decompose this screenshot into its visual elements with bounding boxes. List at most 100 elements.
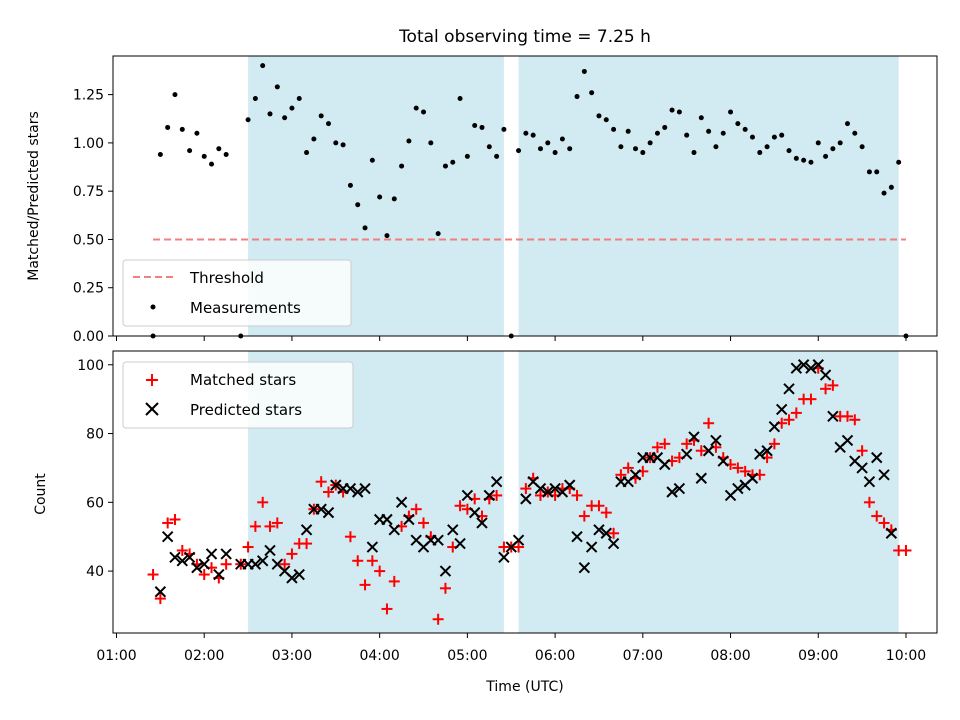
matched-star-point [659, 438, 671, 450]
x-tick-label: 06:00 [535, 648, 575, 664]
predicted-star-point [746, 472, 759, 484]
predicted-star-point [264, 544, 276, 557]
measurement-points [150, 63, 909, 339]
measurement-point [676, 109, 682, 115]
matched-star-point [571, 489, 583, 501]
predicted-star-point [154, 586, 167, 598]
matched-star-point [703, 417, 715, 429]
matched-star-point [359, 579, 371, 591]
measurement-point [669, 107, 675, 113]
x-tick-label: 03:00 [272, 648, 312, 664]
matched-star-point [249, 520, 261, 532]
measurement-point [808, 159, 814, 165]
predicted-star-point [571, 531, 583, 543]
x-tick-label: 09:00 [798, 648, 838, 664]
predicted-star-point [585, 541, 598, 553]
measurement-point [450, 159, 456, 165]
predicted-star-point [322, 506, 335, 519]
measurement-point [654, 130, 660, 136]
predicted-star-point [330, 479, 342, 491]
matched-star-point [871, 510, 883, 522]
measurement-point [194, 130, 200, 136]
measurement-point [304, 150, 310, 156]
measurement-point [472, 123, 478, 129]
measurement-point [223, 151, 229, 157]
y-tick-label: 100 [77, 358, 104, 374]
predicted-star-point [395, 496, 408, 509]
x-tick-label: 04:00 [359, 648, 399, 664]
measurement-point [596, 113, 602, 119]
predicted-star-point [659, 458, 671, 471]
predicted-star-point [702, 445, 715, 457]
matched-star-point [491, 489, 503, 501]
y-tick-label: 0.00 [73, 329, 104, 345]
measurement-point [706, 128, 712, 134]
measurement-point [296, 95, 302, 101]
top-legend: Threshold Measurements [122, 259, 352, 327]
y-tick-label: 0.25 [73, 281, 104, 297]
predicted-star-point [205, 548, 218, 560]
top-legend-box [122, 259, 352, 327]
y-tick-label: 60 [86, 495, 104, 511]
measurement-point [581, 68, 587, 74]
matched-star-point [176, 544, 188, 556]
predicted-star-point [754, 448, 766, 460]
measurement-point [559, 136, 565, 142]
measurement-point [662, 124, 668, 130]
predicted-star-point [191, 561, 203, 574]
legend-matched-swatch [146, 374, 158, 386]
measurement-point [406, 138, 412, 144]
measurement-point [165, 124, 171, 130]
measurement-point [625, 128, 631, 134]
y-tick-label: 80 [86, 427, 104, 443]
predicted-star-point [381, 513, 393, 526]
predicted-star-point [512, 534, 525, 546]
matched-star-point [600, 507, 612, 519]
measurement-point [823, 153, 829, 159]
y-tick-label: 40 [86, 564, 104, 580]
measurement-point [749, 134, 755, 140]
measurement-point [435, 231, 441, 237]
measurement-point [691, 150, 697, 156]
predicted-star-point [827, 410, 839, 423]
legend-predicted-swatch [145, 402, 159, 416]
top-x-axis-ticks [116, 336, 907, 341]
top-y-axis-ticks: 0.00 0.25 0.50 0.75 1.00 1.25 [73, 88, 113, 345]
predicted-star-point [352, 486, 364, 498]
predicted-star-point [710, 434, 722, 447]
predicted-star-point [461, 489, 474, 502]
matched-star-point [513, 541, 525, 553]
predicted-star-point [534, 482, 547, 495]
matched-star-point [286, 548, 298, 560]
measurement-point [333, 140, 339, 146]
measurement-point [325, 121, 331, 127]
predicted-star-point [176, 555, 188, 567]
measurement-point [764, 144, 770, 150]
predicted-star-point [256, 555, 269, 567]
measurement-point [640, 150, 646, 156]
matched-star-point [169, 514, 181, 526]
measurement-point [618, 144, 624, 150]
measurement-point [362, 225, 368, 231]
predicted-star-point [490, 475, 503, 488]
matched-star-point [695, 445, 707, 457]
measurement-point [516, 148, 522, 154]
matched-star-point [198, 569, 210, 581]
measurement-point [479, 124, 485, 130]
measurement-point [355, 202, 361, 208]
predicted-star-point [688, 431, 700, 443]
measurement-point [771, 134, 777, 140]
ratio-panel: 0.00 0.25 0.50 0.75 1.00 1.25 Total observing… [26, 27, 938, 345]
matched-star-point [783, 414, 795, 426]
matched-star-point [220, 558, 232, 570]
matched-star-point [520, 483, 532, 495]
matched-star-point [820, 383, 832, 395]
predicted-star-point [213, 568, 225, 581]
measurement-point [852, 130, 858, 136]
measurement-point [201, 153, 207, 159]
matched-star-point [856, 445, 868, 457]
matched-star-point [878, 517, 890, 529]
predicted-star-point [498, 551, 510, 564]
matched-star-point [439, 582, 451, 594]
bottom-legend-box [122, 361, 354, 429]
